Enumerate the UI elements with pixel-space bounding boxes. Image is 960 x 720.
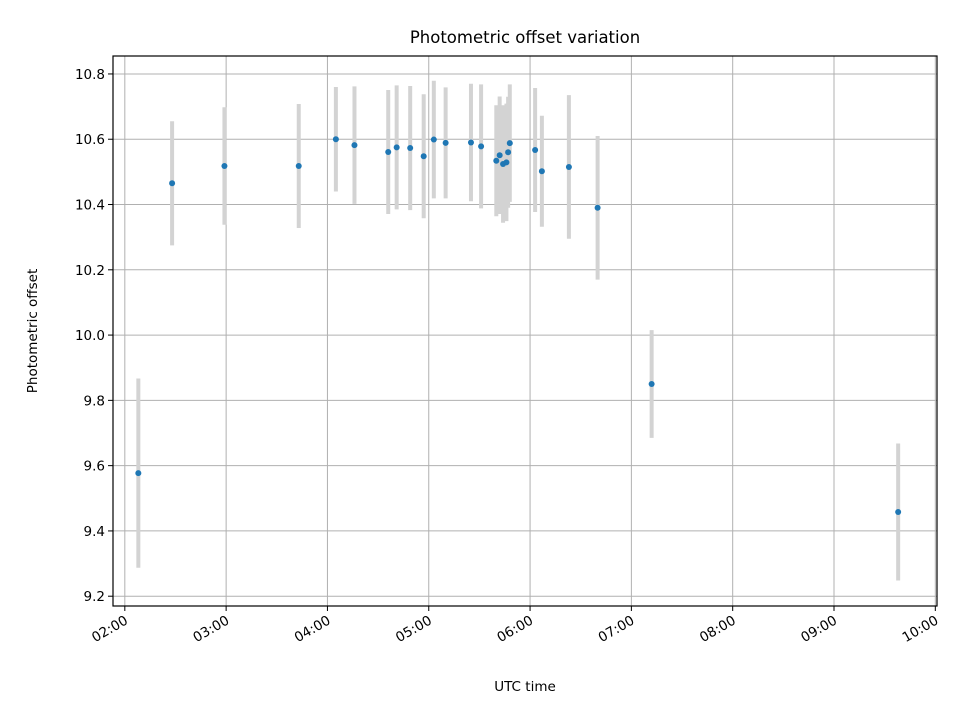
y-tick-label-10-8: 10.8 xyxy=(75,67,105,83)
data-point-21 xyxy=(538,168,545,175)
y-tick-label-9-6: 9.6 xyxy=(84,459,105,475)
y-tick-label-10-0: 10.0 xyxy=(75,328,105,344)
y-tick-label-9-4: 9.4 xyxy=(84,524,105,540)
data-point-10 xyxy=(430,136,437,143)
data-point-20 xyxy=(532,147,539,154)
data-point-1 xyxy=(169,180,176,187)
data-point-25 xyxy=(895,508,902,515)
y-tick-label-9-8: 9.8 xyxy=(84,393,105,409)
data-point-3 xyxy=(295,163,302,169)
y-axis-label: Photometric offset xyxy=(25,269,41,393)
data-point-18 xyxy=(505,149,512,156)
y-tick-label-10-6: 10.6 xyxy=(75,132,105,148)
data-point-14 xyxy=(493,157,500,164)
data-point-6 xyxy=(385,148,392,155)
grid xyxy=(113,56,937,606)
data-point-13 xyxy=(478,143,485,150)
axes-frame xyxy=(112,55,938,607)
data-point-8 xyxy=(407,145,414,152)
y-tick-label-9-2: 9.2 xyxy=(84,589,105,605)
data-point-23 xyxy=(594,204,601,211)
data-point-0 xyxy=(135,470,142,477)
data-point-19 xyxy=(506,140,513,147)
y-tick-label-10-4: 10.4 xyxy=(75,198,105,214)
data-point-15 xyxy=(496,152,503,159)
chart-title: Photometric offset variation xyxy=(410,28,640,47)
data-point-7 xyxy=(393,144,400,151)
data-point-12 xyxy=(467,139,474,146)
x-axis-label: UTC time xyxy=(494,679,556,695)
data-points xyxy=(135,136,902,515)
data-point-9 xyxy=(420,153,427,160)
data-point-17 xyxy=(503,159,510,166)
data-point-4 xyxy=(332,136,339,143)
data-point-2 xyxy=(221,163,228,169)
data-point-5 xyxy=(351,142,358,149)
data-point-22 xyxy=(565,163,572,170)
data-point-11 xyxy=(442,139,449,146)
y-tick-label-10-2: 10.2 xyxy=(75,263,105,279)
data-point-24 xyxy=(648,381,655,388)
